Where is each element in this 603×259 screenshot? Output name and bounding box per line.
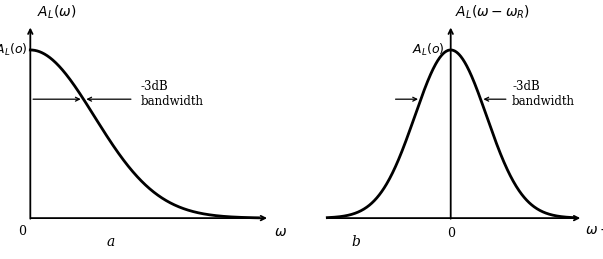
Text: $\omega-\omega_R$: $\omega-\omega_R$: [586, 225, 603, 239]
Text: $A_L(o)$: $A_L(o)$: [412, 42, 445, 58]
Text: a: a: [106, 235, 115, 249]
Text: 0: 0: [447, 227, 455, 240]
Text: b: b: [351, 235, 360, 249]
Text: -3dB
bandwidth: -3dB bandwidth: [512, 80, 575, 108]
Text: $A_L(o)$: $A_L(o)$: [0, 42, 28, 58]
Text: 0: 0: [17, 225, 26, 238]
Text: $A_L(\omega)$: $A_L(\omega)$: [37, 4, 77, 21]
Text: $A_L(\omega-\omega_R)$: $A_L(\omega-\omega_R)$: [455, 4, 530, 21]
Text: $\omega$: $\omega$: [274, 225, 288, 239]
Text: -3dB
bandwidth: -3dB bandwidth: [140, 80, 204, 108]
